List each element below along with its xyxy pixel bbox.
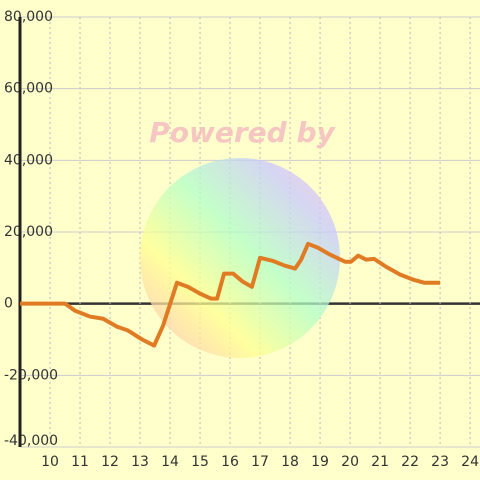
x-tick-label: 12	[101, 454, 119, 470]
x-tick-label: 23	[431, 454, 449, 470]
x-tick-label: 11	[71, 454, 89, 470]
x-tick-label: 20	[341, 454, 359, 470]
x-tick-label: 15	[191, 454, 209, 470]
x-tick-label: 10	[41, 454, 59, 470]
watermark-logo	[140, 158, 340, 358]
x-tick-label: 14	[161, 454, 179, 470]
x-tick-label: 13	[131, 454, 149, 470]
y-tick-label: -40,000	[4, 433, 58, 449]
x-tick-label: 21	[371, 454, 389, 470]
y-tick-label: 0	[4, 296, 13, 312]
x-tick-label: 16	[221, 454, 239, 470]
x-tick-label: 19	[311, 454, 329, 470]
x-tick-label: 22	[401, 454, 419, 470]
plot: -40,000 -20,000 0 20,000 40,000 60,000 80,000 1…	[4, 9, 479, 470]
x-tick-label: 17	[251, 454, 269, 470]
x-tick-label: 24	[461, 454, 479, 470]
y-tick-label: -20,000	[4, 367, 58, 383]
line	[20, 241, 441, 348]
y-tick-label: 80,000	[4, 9, 53, 25]
watermark-text: Powered by	[149, 116, 336, 149]
x-tick-label: 18	[281, 454, 299, 470]
y-tick-label: 60,000	[4, 81, 53, 97]
y-tick-label: 20,000	[4, 224, 53, 240]
y-tick-label: 40,000	[4, 152, 53, 168]
